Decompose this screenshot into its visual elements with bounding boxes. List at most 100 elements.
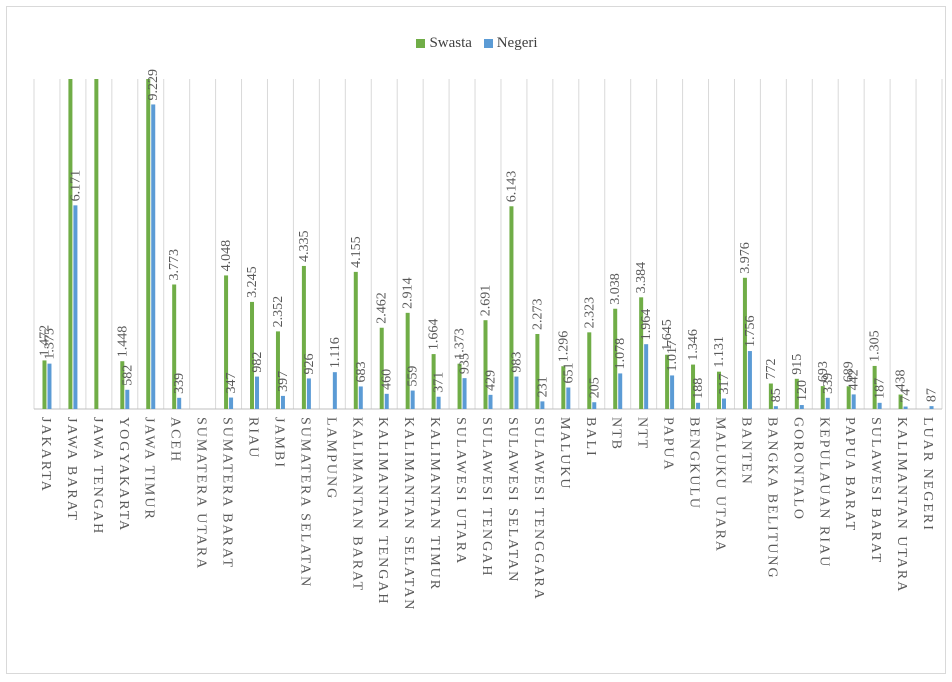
bar-negeri [514, 376, 519, 409]
bar-swasta [379, 327, 384, 409]
bar-swasta [42, 360, 47, 409]
data-label-negeri: 9.229 [146, 69, 161, 101]
category-label: PAPUA [661, 417, 676, 472]
bar-swasta [353, 271, 358, 409]
bar-negeri [618, 373, 623, 409]
bar-negeri [280, 395, 285, 409]
bar-swasta [639, 297, 644, 409]
data-label-negeri: 1.375 [42, 328, 57, 360]
bar-negeri [696, 402, 701, 409]
category-label: NTB [609, 417, 624, 451]
bar-negeri [332, 372, 337, 409]
bar-swasta [146, 79, 151, 409]
bar-swasta [587, 332, 592, 409]
category-label: SUMATERA UTARA [194, 417, 209, 570]
data-label-negeri: 1.017 [665, 340, 680, 372]
category-label: KALIMANTAN BARAT [349, 417, 364, 592]
data-label-swasta: 1.448 [115, 326, 130, 358]
data-label-negeri: 982 [250, 352, 265, 373]
legend-item-swasta: Swasta [416, 35, 472, 52]
data-label-negeri: 1.964 [639, 309, 654, 341]
category-label: BENGKULU [687, 417, 702, 510]
bar-swasta [716, 371, 721, 409]
bar-swasta [665, 354, 670, 409]
category-label: SULAWESI TENGGARA [531, 417, 546, 601]
data-label-swasta: 689 [842, 361, 857, 382]
bar-swasta [483, 320, 488, 409]
data-label-swasta: 6.143 [504, 171, 519, 203]
chart-area: Swasta Negeri 1.472 1.375 JAKARTA 6.171 JAWA… [6, 6, 946, 674]
bar-negeri [540, 401, 545, 409]
data-label-swasta: 2.691 [479, 285, 494, 317]
data-label-negeri: 371 [432, 372, 447, 393]
data-label-negeri: 339 [821, 373, 836, 394]
bar-swasta [898, 394, 903, 409]
category-label: RIAU [246, 417, 261, 459]
bar-swasta [872, 365, 877, 409]
data-label-negeri: 651 [561, 363, 576, 384]
bar-negeri [825, 397, 830, 409]
category-label: MALUKU [557, 417, 572, 490]
bar-swasta [509, 206, 514, 409]
data-label-swasta: 1.645 [660, 319, 675, 351]
bar-negeri [410, 390, 415, 409]
bar-swasta [768, 383, 773, 409]
bar-negeri [384, 393, 389, 409]
category-label: LAMPUNG [323, 417, 338, 500]
category-label: KALIMANTAN SELATAN [401, 417, 416, 611]
data-label-negeri: 582 [120, 365, 135, 386]
bar-swasta [846, 386, 851, 409]
data-label-negeri: 1.078 [613, 338, 628, 370]
data-label-negeri: 231 [535, 376, 550, 397]
category-label: LUAR NEGERI [920, 417, 935, 532]
data-label-negeri: 983 [509, 352, 524, 373]
legend-label-negeri: Negeri [496, 35, 538, 51]
category-label: JAWA BARAT [64, 417, 79, 522]
bar-negeri [436, 396, 441, 409]
bar-swasta [691, 364, 696, 409]
category-label: JAMBI [271, 417, 286, 469]
data-label-negeri: 460 [380, 369, 395, 390]
legend-label-swasta: Swasta [429, 35, 472, 51]
data-label-swasta: 1.305 [868, 330, 883, 362]
data-label-swasta: 4.335 [297, 230, 312, 262]
bar-negeri [462, 378, 467, 409]
data-label-negeri: 85 [769, 388, 784, 402]
data-label-swasta: 915 [790, 354, 805, 375]
data-label-negeri: 1.116 [328, 337, 343, 368]
data-label-negeri: 74 [899, 389, 914, 403]
data-label-swasta: 1.373 [453, 328, 468, 360]
data-label-negeri: 1.756 [743, 316, 758, 348]
bar-negeri [773, 406, 778, 409]
data-label-swasta: 1.664 [427, 319, 442, 351]
data-label-negeri: 926 [302, 353, 317, 374]
category-label: ACEH [168, 417, 183, 463]
bar-swasta [275, 331, 280, 409]
category-label: PAPUA BARAT [842, 417, 857, 532]
bar-negeri [747, 351, 752, 409]
category-label: SUMATERA SELATAN [297, 417, 312, 588]
bar-swasta [431, 354, 436, 409]
category-label: SULAWESI UTARA [453, 417, 468, 565]
bar-negeri [229, 397, 234, 409]
data-label-swasta: 1.472 [37, 325, 52, 357]
category-label: KALIMANTAN TENGAH [375, 417, 390, 606]
data-label-swasta: 772 [764, 359, 779, 380]
data-label-negeri: 187 [873, 378, 888, 399]
data-label-negeri: 188 [691, 378, 706, 399]
legend: Swasta Negeri [7, 35, 947, 52]
data-label-swasta: 3.384 [634, 262, 649, 294]
data-label-swasta: 2.352 [271, 296, 286, 328]
bar-negeri [306, 378, 311, 409]
bar-negeri [73, 205, 78, 409]
data-label-negeri: 347 [224, 373, 239, 394]
category-label: NTT [635, 417, 650, 450]
data-label-swasta: 3.245 [245, 266, 260, 298]
data-label-negeri: 559 [406, 366, 421, 387]
category-label: SULAWESI BARAT [868, 417, 883, 564]
bar-negeri [255, 376, 260, 409]
category-label: SUMATERA BARAT [220, 417, 235, 569]
bar-negeri [125, 389, 130, 409]
category-label: BANTEN [738, 417, 753, 486]
